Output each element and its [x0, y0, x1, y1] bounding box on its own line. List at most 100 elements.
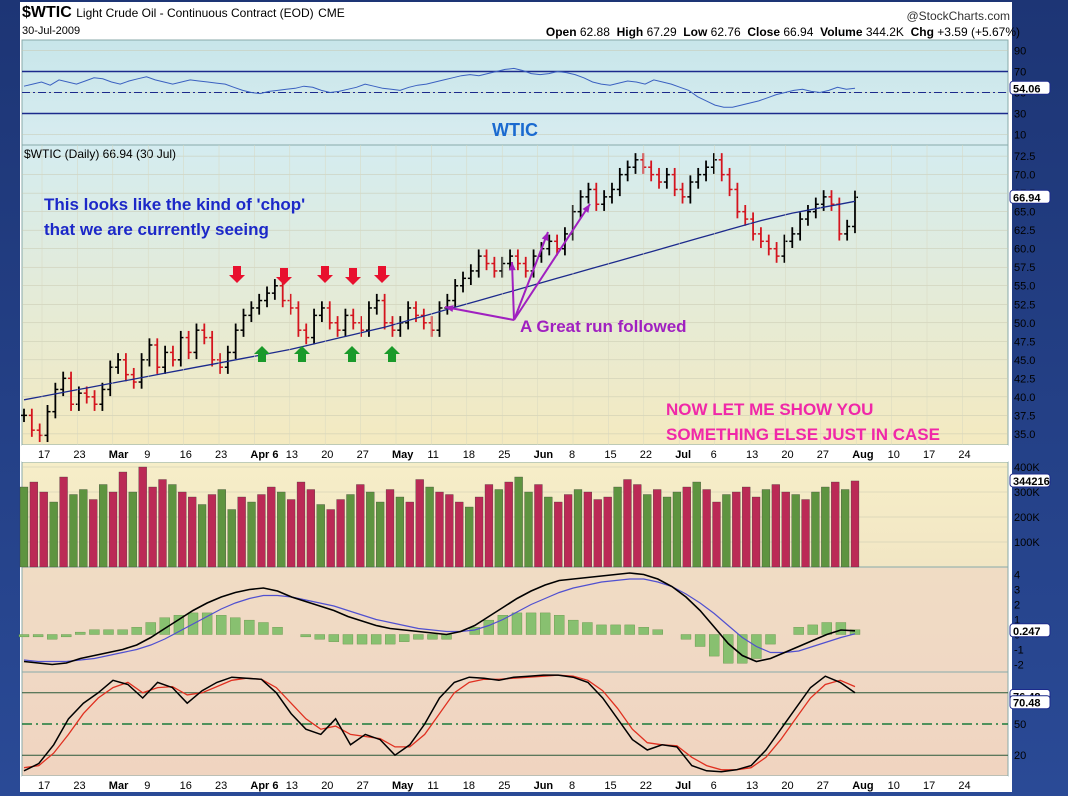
volume-bar	[277, 491, 286, 568]
price-x-tick-17: 22	[640, 449, 652, 461]
ohlc-readout: Open 62.88 High 67.29 Low 62.76 Close 66…	[545, 25, 1020, 39]
macd-axis-tick-1: 3	[1014, 585, 1020, 597]
price-axis-tick-6: 57.5	[1014, 262, 1035, 274]
macd-histogram-bar	[314, 634, 325, 640]
price-x-tick-11: 11	[427, 449, 438, 461]
price-x-tick-1: 23	[73, 449, 85, 461]
volume-bar	[544, 496, 553, 568]
volume-bar	[326, 509, 335, 568]
macd-histogram-bar	[47, 634, 58, 640]
macd-histogram-bar	[258, 622, 269, 635]
volume-bar	[465, 506, 474, 568]
stochastics-axis-tick-2: 20	[1014, 750, 1026, 762]
volume-last-value: 344216	[1013, 476, 1050, 488]
bottom-x-tick-2: Mar	[109, 780, 129, 792]
volume-bar	[207, 494, 217, 568]
volume-bar	[316, 504, 325, 568]
bottom-x-tick-4: 16	[180, 780, 192, 792]
macd-histogram-bar	[89, 629, 100, 635]
macd-histogram-bar	[385, 634, 396, 645]
volume-bar	[662, 496, 672, 568]
great-run-arrowhead-0	[445, 305, 454, 312]
stochastics-k-line	[23, 674, 856, 773]
bottom-x-tick-8: 20	[321, 780, 333, 792]
macd-histogram-bar	[201, 612, 213, 635]
macd-axis-tick-0: 4	[1014, 570, 1020, 582]
volume-bar	[841, 489, 850, 568]
macd-axis-tick-5: -1	[1014, 645, 1024, 657]
price-x-tick-9: 27	[357, 449, 369, 461]
price-x-tick-23: Aug	[852, 449, 873, 461]
red-down-arrow-0	[229, 266, 245, 283]
macd-histogram-bar	[596, 624, 607, 635]
volume-bar	[761, 489, 771, 568]
volume-bar	[811, 491, 820, 568]
volume-bar	[346, 494, 355, 568]
volume-bar	[69, 494, 78, 568]
volume-bar	[781, 491, 790, 568]
volume-bar	[59, 476, 68, 568]
bottom-x-tick-0: 17	[38, 780, 50, 792]
macd-last-value-box	[1009, 623, 1051, 638]
price-x-tick-8: 20	[321, 449, 333, 461]
bottom-x-tick-1: 23	[73, 780, 85, 792]
macd-histogram-bar	[342, 634, 354, 645]
price-x-tick-19: 6	[711, 449, 717, 461]
rsi-last-value-box	[1009, 80, 1051, 95]
volume-bar	[336, 499, 345, 568]
bottom-x-tick-3: 9	[144, 780, 150, 792]
macd-histogram-bar	[300, 634, 311, 638]
volume-bar	[376, 501, 385, 568]
stochastics-d-line	[23, 674, 856, 771]
bottom-x-tick-23: Aug	[852, 780, 873, 792]
volume-bar	[227, 509, 236, 568]
price-x-tick-2: Mar	[109, 449, 129, 461]
bottom-x-tick-17: 22	[640, 780, 652, 792]
volume-bar	[712, 501, 721, 568]
macd-axis-tick-6: -2	[1014, 660, 1024, 672]
volume-axis-tick-0: 400K	[1014, 462, 1040, 474]
volume-bar	[554, 501, 563, 568]
volume-bar	[692, 481, 701, 568]
volume-bar	[643, 494, 652, 568]
volume-bar	[791, 494, 800, 568]
bottom-x-tick-9: 27	[357, 780, 369, 792]
volume-bar	[593, 499, 602, 568]
chart-source[interactable]: @StockCharts.com	[906, 9, 1010, 23]
macd-histogram-bar	[328, 634, 340, 642]
volume-bar	[366, 491, 375, 568]
price-axis-tick-14: 37.5	[1014, 410, 1035, 422]
macd-axis-tick-3: 1	[1014, 615, 1020, 627]
macd-histogram-bar	[765, 634, 776, 645]
volume-bar	[653, 489, 662, 568]
green-up-arrow-3	[384, 346, 400, 362]
volume-bar	[267, 486, 276, 568]
macd-histogram-bar	[680, 634, 692, 640]
chart-title: $WTIC Light Crude Oil - Continuous Contr…	[22, 4, 345, 21]
volume-axis-tick-2: 200K	[1014, 512, 1040, 524]
price-x-tick-21: 20	[781, 449, 793, 461]
price-axis-tick-8: 52.5	[1014, 299, 1035, 311]
macd-histogram-bar	[737, 634, 748, 664]
volume-bar	[821, 486, 830, 568]
macd-histogram-bar	[370, 634, 382, 645]
price-x-tick-14: Jun	[534, 449, 554, 461]
macd-line	[23, 572, 856, 666]
volume-bar	[742, 486, 751, 568]
volume-bar	[435, 491, 444, 568]
volume-bar	[534, 484, 543, 568]
volume-bar	[573, 489, 583, 568]
macd-axis-tick-2: 2	[1014, 600, 1020, 612]
green-up-arrow-0	[254, 346, 270, 362]
macd-histogram-bar	[117, 629, 128, 635]
bottom-x-tick-25: 17	[923, 780, 935, 792]
bottom-x-tick-11: 11	[427, 780, 438, 792]
macd-histogram-bar	[582, 622, 593, 635]
annotation-chop-line2: that we are currently seeing	[44, 220, 269, 239]
price-x-tick-26: 24	[958, 449, 970, 461]
great-run-arrow-2	[513, 231, 549, 321]
bottom-x-tick-22: 27	[817, 780, 829, 792]
price-last-value: 66.94	[1013, 192, 1041, 204]
macd-histogram-bar	[709, 634, 720, 657]
